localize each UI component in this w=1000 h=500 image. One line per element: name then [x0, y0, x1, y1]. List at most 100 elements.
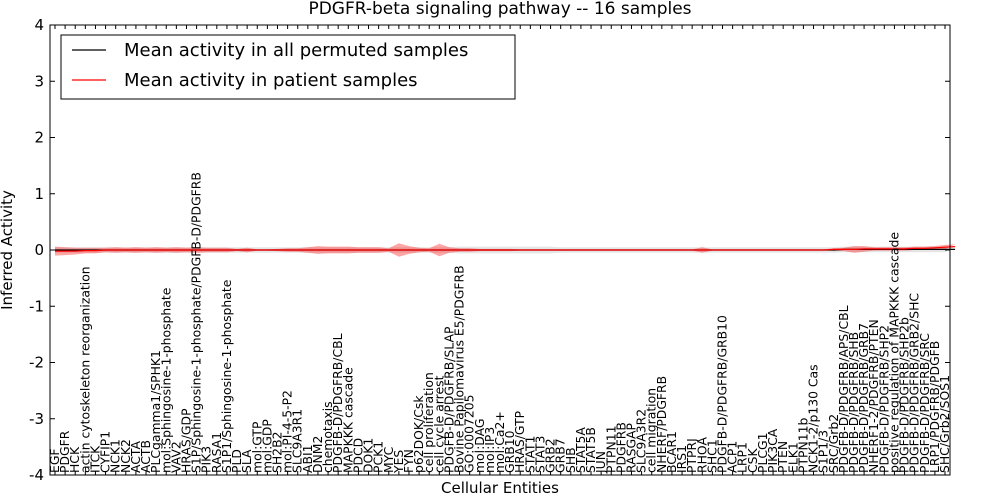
- x-tick-label: GRB10: [502, 430, 517, 473]
- y-tick-label: -2: [29, 354, 44, 372]
- x-tick-label: GRB7: [553, 438, 568, 473]
- x-tick-label: PDGFB-D/PDGFRB/SHP2b: [897, 317, 912, 473]
- x-tick-label: CYFIP1: [98, 431, 113, 473]
- y-tick-label: 0: [34, 241, 44, 259]
- x-tick-label: RASA1: [209, 432, 224, 473]
- y-tick-label: 1: [34, 185, 44, 203]
- x-tick-label: positive regulation of MAPKKK cascade: [886, 232, 901, 473]
- y-tick-label: -4: [29, 466, 44, 484]
- x-tick-label: PIK3CA: [765, 428, 780, 473]
- legend: Mean activity in all permuted samples Mea…: [60, 34, 516, 100]
- x-tick-label: HRAS/GDP: [178, 408, 193, 473]
- x-tick-label: PLCG1: [755, 432, 770, 473]
- x-tick-label: chemotaxis: [320, 401, 335, 473]
- x-tick-label: S1P/Sphingosine-1-phosphate/PDGFB-D/PDGF…: [189, 172, 204, 473]
- x-tick-label: STAT3: [532, 436, 547, 473]
- x-tick-label: actin cytoskeleton reorganization: [77, 266, 92, 473]
- x-tick-label: PTPN11b: [795, 417, 810, 473]
- x-tick-label: S1P1/Sphingosine-1-phosphate: [219, 280, 234, 473]
- x-tick-label: SHB: [563, 447, 578, 473]
- x-tick-label: p62DOK/Csk: [411, 395, 426, 473]
- x-tick-label: MAPKKK cascade: [340, 367, 355, 473]
- x-tick-label: HCK: [67, 446, 82, 473]
- x-tick-label: NCK1: [108, 439, 123, 473]
- x-tick-label: PLD: [229, 449, 244, 473]
- x-tick-label: RASGAP: [623, 422, 638, 473]
- x-tick-label: mol:GTP: [249, 421, 264, 473]
- y-tick-label: 2: [34, 129, 44, 147]
- x-tick-label: PDGFB-D/PDGFRB/SHP2: [876, 325, 891, 473]
- x-tick-label: SRC/Grb2: [826, 414, 841, 473]
- chart-title: PDGFR-beta signaling pathway -- 16 sampl…: [308, 0, 691, 19]
- x-tick-label: DOK1: [361, 438, 376, 473]
- x-tick-label: SLC9A3R2: [634, 409, 649, 473]
- x-tick-label: mol:IP3: [482, 427, 497, 473]
- x-tick-label: mol:PI-4-5-P2: [280, 390, 295, 473]
- x-tick-label: Bovine Papilomavirus E5/PDGFRB: [452, 265, 467, 473]
- x-tick-label: PDCD: [350, 438, 365, 473]
- x-tick-label: PDGFB-D/PDGFRB/GRB7: [856, 323, 871, 473]
- x-tick-label: PTPN11: [603, 425, 618, 473]
- x-tick-label: ELK1: [785, 442, 800, 473]
- x-tick-label: NCK2: [118, 439, 133, 473]
- x-tick-label: SHC/Grb2/SOS1: [937, 375, 952, 473]
- y-tick-label: -3: [29, 410, 44, 428]
- x-tick-label: FYN: [401, 449, 416, 473]
- x-tick-label: STAT5A: [573, 427, 588, 473]
- x-tick-label: GO:0007205: [462, 395, 477, 473]
- x-tick-label: PLCgamma1/SPHK1: [148, 350, 163, 473]
- y-tick-label: 4: [34, 16, 44, 34]
- x-tick-label: NCK1-2/p130 Cas: [806, 364, 821, 473]
- y-tick-label: 3: [34, 72, 44, 90]
- x-tick-label: LRP1/PDGFRB/PDGFB: [927, 341, 942, 473]
- x-tick-label: cell migration: [644, 388, 659, 473]
- x-tick-label: mol:Sphingosine-1-phosphate: [158, 288, 173, 473]
- x-tick-label: EGF: [47, 448, 62, 473]
- x-tick-label: RHOA: [694, 437, 709, 473]
- x-tick-label: MYC: [381, 447, 396, 473]
- x-tick-label: PTPRJ: [684, 438, 699, 473]
- x-tick-label: SLA: [239, 449, 254, 473]
- x-tick-label: SLC9A3R1: [290, 409, 305, 473]
- x-tick-label: mol:GDP: [259, 419, 274, 473]
- y-tick-label: -1: [29, 297, 44, 315]
- x-tick-label: BCAR1: [664, 431, 679, 473]
- x-tick-label: PDGFB-D/PDGFRB/GRB10: [715, 315, 730, 473]
- x-tick-label: GRB2: [543, 438, 558, 473]
- x-tick-label: JUN: [593, 451, 608, 474]
- x-tick-label: mol:Ca2+: [492, 411, 507, 473]
- legend-box: [60, 34, 516, 100]
- x-tick-label: S1P1/3: [816, 430, 831, 473]
- x-axis-label: Cellular Entities: [441, 479, 559, 497]
- x-tick-label: cell proliferation: [421, 372, 436, 473]
- x-tick-label: STAT5B: [583, 427, 598, 473]
- x-tick-label: NHERF/PDGFRB: [654, 376, 669, 473]
- x-tick-label: PTEN: [775, 441, 790, 473]
- x-tick-label: mol:DAG: [472, 419, 487, 473]
- x-tick-label: PDGFB-D/PDGFRB/APS/CBL: [836, 305, 851, 473]
- x-tick-label: PDGFB-D/PDGFRB/SHB: [846, 332, 861, 473]
- x-tick-label: ACP1: [725, 441, 740, 473]
- x-tick-label: STAT1: [522, 436, 537, 473]
- x-tick-label: YES: [391, 450, 406, 474]
- x-tick-label: PDGFB-D/PDGFRB/CBL: [330, 333, 345, 473]
- legend-label-1: Mean activity in patient samples: [124, 70, 418, 91]
- x-tick-label: ACTA: [128, 440, 143, 473]
- x-tick-label: HRAS/GTP: [512, 410, 527, 473]
- x-tick-label: PDGFB-D/PDGFRB/SRC: [917, 333, 932, 473]
- x-tick-label: cell cycle arrest: [431, 375, 446, 473]
- x-tick-label: PIK3: [199, 446, 214, 473]
- x-tick-label: VAV2: [168, 441, 183, 473]
- x-tick-label: PDGFB-D/PDGFRB/SLAP: [441, 326, 456, 473]
- x-tick-label: PCK1: [371, 441, 386, 473]
- x-tick-label: SH2B2: [270, 432, 285, 473]
- x-tick-label: SHC1: [704, 439, 719, 473]
- x-tick-label: IRS1: [674, 445, 689, 473]
- x-tick-label: PDGFB-D/PDGFRB/GRB2/SHC: [907, 293, 922, 473]
- x-tick-label: ITCK: [87, 445, 102, 473]
- x-tick-label: PDGFRB: [613, 422, 628, 473]
- x-tick-label: ACTB: [138, 440, 153, 473]
- x-tick-label: PDGFR: [57, 430, 72, 473]
